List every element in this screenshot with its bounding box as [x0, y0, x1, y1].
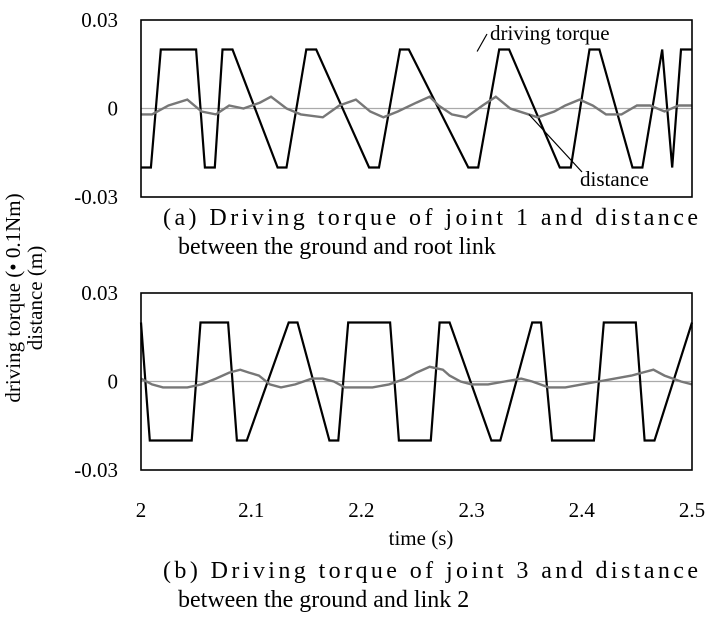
panel-a-torque-leader	[476, 33, 488, 52]
panel-b-frame	[140, 292, 693, 471]
panel-b-plot-area	[139, 292, 694, 471]
x-axis-label: time (s)	[389, 526, 454, 550]
panel-a-series-driving-torque	[141, 48, 692, 169]
panel-a: 0.03 0 -0.03 driving torque distance (a) D…	[74, 8, 698, 260]
panel-a-y-tick-label: -0.03	[74, 185, 118, 209]
panel-a-caption-line1: (a) Driving torque of joint 1 and distan…	[163, 205, 698, 231]
panel-b-x-tick-label: 2.1	[238, 498, 264, 522]
panel-a-caption-line2: between the ground and root link	[178, 234, 496, 260]
panel-b: 0.03 0 -0.03 2 2.1 2.2 2.3 2.4 2.5 time (s) (b)…	[74, 281, 705, 613]
panel-b-y-tick-label: -0.03	[74, 458, 118, 482]
panel-a-distance-leader	[528, 113, 583, 173]
panel-a-series-distance	[141, 95, 692, 119]
panel-a-y-tick-label: 0.03	[81, 8, 118, 32]
panel-a-y-ticks: 0.03 0 -0.03	[74, 8, 118, 209]
panel-b-caption-line1: (b) Driving torque of joint 3 and distan…	[163, 558, 698, 584]
panel-a-torque-annotation: driving torque	[490, 21, 610, 45]
panel-a-y-tick-label: 0	[108, 97, 119, 121]
panel-b-y-tick-label: 0.03	[81, 281, 118, 305]
panel-b-x-tick-label: 2.4	[569, 498, 596, 522]
panel-b-caption-line2: between the ground and link 2	[178, 587, 469, 613]
panel-b-x-tick-label: 2.5	[679, 498, 705, 522]
panel-b-x-tick-label: 2	[136, 498, 147, 522]
y-axis-label-distance: distance (m)	[23, 246, 47, 350]
panel-a-frame	[140, 19, 693, 198]
panel-a-plot-area	[140, 19, 693, 198]
panel-b-x-tick-label: 2.2	[348, 498, 374, 522]
panel-b-y-ticks: 0.03 0 -0.03	[74, 281, 118, 482]
panel-b-x-ticks: 2 2.1 2.2 2.3 2.4 2.5	[136, 498, 705, 522]
panel-b-x-tick-label: 2.3	[458, 498, 484, 522]
panel-a-distance-annotation: distance	[580, 167, 649, 191]
panel-b-series-distance	[140, 365, 693, 389]
y-axis-label-torque: driving torque (• 0.1Nm)	[1, 193, 25, 402]
panel-b-y-tick-label: 0	[108, 370, 119, 394]
